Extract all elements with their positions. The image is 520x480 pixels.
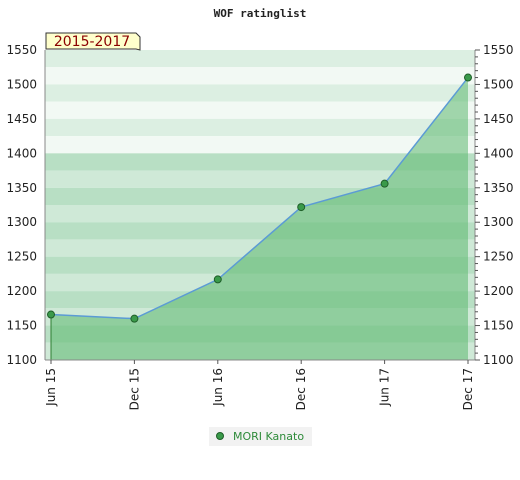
y-tick-label-right: 1300 — [483, 215, 514, 229]
x-tick-label: Dec 16 — [294, 368, 308, 410]
range-badge: 2015-2017 — [45, 32, 141, 51]
y-tick-label-left: 1150 — [6, 319, 37, 333]
y-tick-label-left: 1400 — [6, 146, 37, 160]
data-point — [380, 179, 389, 188]
data-points — [47, 73, 472, 323]
data-point — [464, 73, 472, 82]
background-band — [45, 153, 475, 171]
y-tick-label-right: 1150 — [483, 319, 514, 333]
x-axis: Jun 15 Dec 15 Jun 16 Dec 16 Jun 17 Dec 17 — [44, 360, 475, 410]
y-tick-label-right: 1250 — [483, 250, 514, 264]
chart-title: WOF ratinglist — [214, 7, 307, 20]
x-tick-label: Dec 17 — [461, 368, 475, 410]
background-band — [45, 50, 475, 68]
data-point — [213, 275, 222, 284]
y-tick-label-right: 1200 — [483, 284, 514, 298]
x-tick-label: Jun 15 — [44, 368, 58, 407]
y-tick-label-left: 1550 — [6, 43, 37, 57]
background-band — [45, 67, 475, 85]
legend-box — [209, 427, 312, 446]
data-point — [47, 310, 55, 319]
series-line-mori-kanato — [50, 77, 469, 320]
y-tick-label-right: 1550 — [483, 43, 514, 57]
data-point — [297, 203, 306, 212]
y-tick-label-left: 1100 — [6, 353, 37, 367]
axes — [44, 50, 476, 361]
y-tick-label-left: 1500 — [6, 77, 37, 91]
y-tick-label-left: 1350 — [6, 181, 37, 195]
y-tick-label-left: 1450 — [6, 112, 37, 126]
background-band — [45, 101, 475, 119]
y-tick-label-left: 1200 — [6, 284, 37, 298]
y-tick-label-left: 1300 — [6, 215, 37, 229]
y-tick-label-left: 1250 — [6, 250, 37, 264]
legend-item-mori-kanato: MORI Kanato — [233, 430, 304, 443]
background-band — [45, 118, 475, 137]
x-tick-label: Jun 16 — [211, 368, 225, 407]
background-band — [45, 84, 475, 102]
background-band — [45, 136, 475, 154]
series-area-mori-kanato — [51, 77, 468, 361]
x-tick-label: Dec 15 — [127, 368, 141, 410]
y-axis-left: 1100 1150 1200 1250 1300 1350 1400 1450 1500 1550 — [6, 43, 37, 367]
background-band — [45, 170, 475, 188]
area-layer — [50, 77, 469, 361]
data-point — [130, 314, 139, 323]
legend-marker — [216, 432, 224, 440]
y-tick-label-right: 1500 — [483, 77, 514, 91]
y-tick-label-right: 1400 — [483, 146, 514, 160]
y-axis-right: 1100 1150 1200 1250 1300 1350 1400 1450 1500 1550 — [475, 43, 514, 367]
y-tick-label-right: 1350 — [483, 181, 514, 195]
legend: MORI Kanato — [209, 427, 312, 446]
range-label: 2015-2017 — [54, 34, 130, 50]
y-tick-label-right: 1100 — [483, 353, 514, 367]
x-tick-label: Jun 17 — [378, 368, 392, 407]
y-tick-label-right: 1450 — [483, 112, 514, 126]
